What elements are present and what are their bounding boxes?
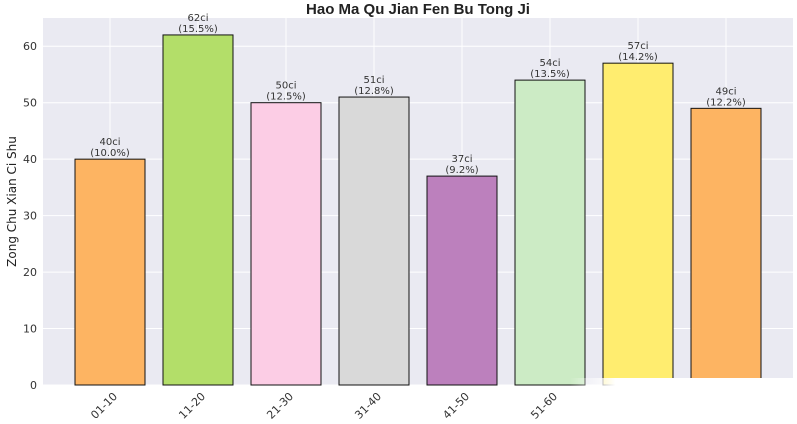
y-tick-label: 0 (30, 379, 37, 392)
bar-21-30 (250, 102, 322, 386)
bar-11-20 (162, 34, 234, 386)
bar-percent-label: (12.5%) (266, 92, 306, 103)
y-tick-label: 20 (23, 266, 37, 279)
bar-71-80 (690, 107, 762, 386)
bar-percent-label: (12.8%) (354, 86, 394, 97)
bar-31-40 (338, 96, 410, 386)
bar-count-label: 54ci (539, 58, 560, 69)
bar-count-label: 62ci (187, 13, 208, 24)
bar-61-70 (602, 62, 674, 386)
x-tick-label: 11-20 (176, 390, 208, 422)
x-tick-label: 01-10 (88, 390, 120, 422)
bar-percent-label: (9.2%) (445, 165, 478, 176)
plot-area (43, 18, 793, 385)
bar-count-label: 40ci (99, 137, 120, 148)
bar-01-10 (74, 158, 146, 386)
x-tick-label: 51-60 (528, 390, 560, 422)
x-tick-label: 21-30 (264, 390, 296, 422)
x-tick-label: 31-40 (352, 390, 384, 422)
y-tick-label: 50 (23, 97, 37, 110)
bar-count-label: 37ci (451, 154, 472, 165)
x-tick-label: 41-50 (440, 390, 472, 422)
bar-count-label: 51ci (363, 75, 384, 86)
chart-title: Hao Ma Qu Jian Fen Bu Tong Ji (306, 1, 530, 18)
bar-percent-label: (13.5%) (530, 69, 570, 80)
bar-percent-label: (12.2%) (706, 97, 746, 108)
y-tick-label: 30 (23, 210, 37, 223)
y-tick-label: 60 (23, 40, 37, 53)
bar-percent-label: (10.0%) (90, 148, 130, 159)
bar-count-label: 57ci (627, 41, 648, 52)
bar-percent-label: (15.5%) (178, 24, 218, 35)
y-tick-label: 10 (23, 323, 37, 336)
bars (74, 34, 762, 386)
y-tick-label: 40 (23, 153, 37, 166)
bar-41-50 (426, 175, 498, 386)
bar-count-label: 50ci (275, 81, 296, 92)
bar-percent-label: (14.2%) (618, 52, 658, 63)
bar-count-label: 49ci (715, 86, 736, 97)
y-axis-label: Zong Chu Xian Ci Shu (5, 136, 19, 267)
bottom-right-fade-overlay (570, 378, 797, 424)
data-labels: 40ci(10.0%)62ci(15.5%)50ci(12.5%)51ci(12… (90, 13, 746, 176)
y-axis-ticks: 0 10 20 30 40 50 60 (23, 40, 37, 392)
bar-51-60 (514, 79, 586, 386)
